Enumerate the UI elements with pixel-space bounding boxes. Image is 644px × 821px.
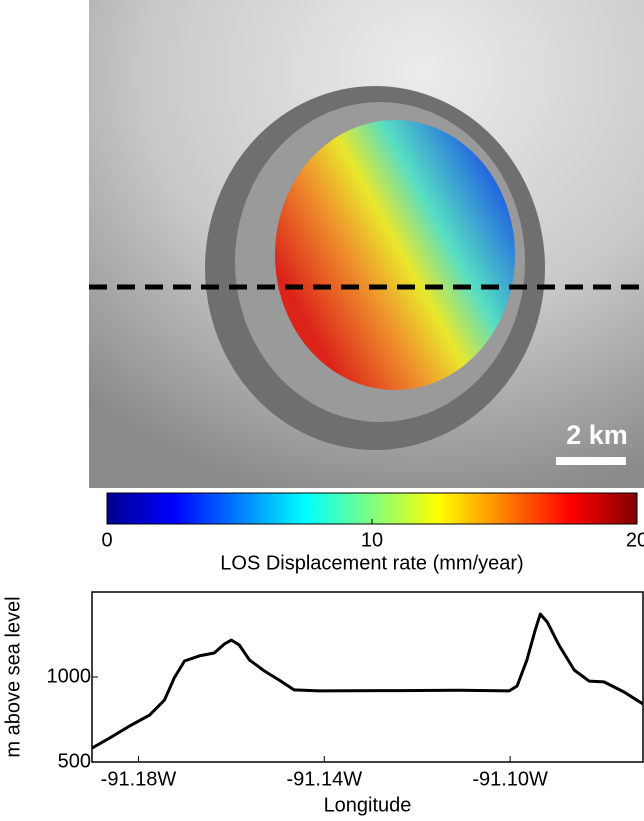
x-tick-label: 10 [361,529,383,551]
profile [91,612,644,750]
x-tick-label: 0 [101,529,112,551]
x-tick-label: -91.10W [472,768,548,790]
y-tick-label: 500 [58,750,91,772]
axes-frame [91,591,644,763]
deformation [275,120,515,390]
x-tick-label: 20 [626,529,644,551]
x-axis-label: LOS Displacement rate (mm/year) [220,552,523,574]
scale-bar [556,457,626,465]
scale-label: 2 km [566,420,628,450]
map: 2 km [89,0,644,488]
x-tick-label: -91.14W [286,768,362,790]
y-tick-label: 1000 [47,665,92,687]
x-tick-label: -91.18W [101,768,177,790]
x-axis-label: Longitude [324,794,412,816]
y-axis-label: m above sea level [2,596,24,757]
